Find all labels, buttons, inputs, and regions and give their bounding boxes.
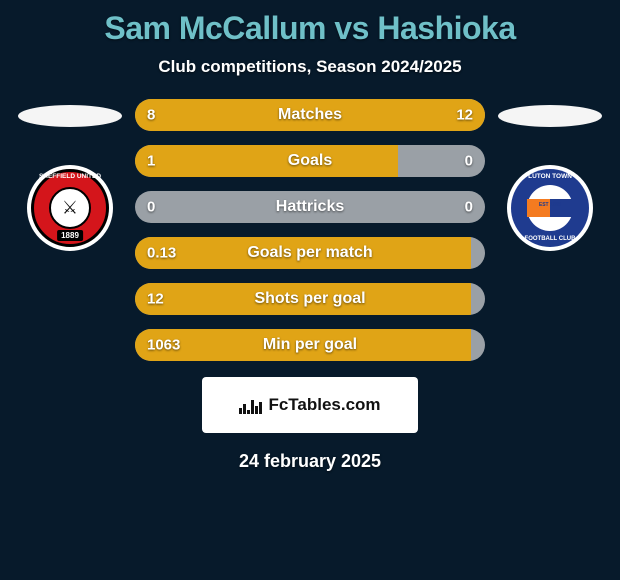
infographic-container: Sam McCallum vs Hashioka Club competitio… — [0, 0, 620, 580]
footer-attribution: FcTables.com — [202, 377, 418, 433]
stat-bar: Shots per goal 12 — [135, 283, 485, 315]
footer-logo-icon — [239, 396, 262, 414]
bar-value-left: 0.13 — [147, 245, 176, 262]
right-team-col: LUTON TOWN FOOTBALL CLUB EST 1885 — [495, 101, 605, 251]
right-flag — [498, 105, 602, 127]
bar-fill-left — [135, 145, 398, 177]
left-team-col: SHEFFIELD UNITED ⚔ 1889 — [15, 101, 125, 251]
bar-label: Matches — [278, 106, 342, 124]
bars-column: Matches 8 12 Goals 1 0 Hattricks 0 0 Goals per ma… — [135, 99, 485, 361]
bar-fill-left — [135, 99, 275, 131]
right-crest-est: EST 1885 — [507, 203, 593, 208]
stat-bar: Goals per match 0.13 — [135, 237, 485, 269]
left-crest: SHEFFIELD UNITED ⚔ 1889 — [27, 165, 113, 251]
bar-value-left: 1 — [147, 153, 155, 170]
page-title: Sam McCallum vs Hashioka — [104, 10, 515, 47]
left-crest-year: 1889 — [57, 230, 83, 241]
stat-bar: Goals 1 0 — [135, 145, 485, 177]
bar-value-left: 0 — [147, 199, 155, 216]
stat-bar: Matches 8 12 — [135, 99, 485, 131]
bar-value-left: 12 — [147, 291, 164, 308]
stat-bar: Min per goal 1063 — [135, 329, 485, 361]
swords-icon: ⚔ — [62, 198, 78, 219]
bar-value-right: 12 — [456, 107, 473, 124]
right-crest-top-text: LUTON TOWN — [507, 174, 593, 181]
footer-text: FcTables.com — [268, 395, 380, 415]
stat-bar: Hattricks 0 0 — [135, 191, 485, 223]
subtitle: Club competitions, Season 2024/2025 — [158, 57, 461, 77]
bar-value-right: 0 — [465, 153, 473, 170]
bar-label: Shots per goal — [254, 290, 365, 308]
bar-label: Goals per match — [247, 244, 372, 262]
left-flag — [18, 105, 122, 127]
bar-value-right: 0 — [465, 199, 473, 216]
right-crest-bottom-text: FOOTBALL CLUB — [507, 236, 593, 242]
bar-label: Goals — [288, 152, 332, 170]
bar-value-left: 8 — [147, 107, 155, 124]
bar-value-left: 1063 — [147, 337, 180, 354]
date-label: 24 february 2025 — [239, 451, 381, 472]
bar-label: Min per goal — [263, 336, 357, 354]
right-crest: LUTON TOWN FOOTBALL CLUB EST 1885 — [507, 165, 593, 251]
left-crest-top-text: SHEFFIELD UNITED — [27, 174, 113, 181]
bar-label: Hattricks — [276, 198, 344, 216]
main-row: SHEFFIELD UNITED ⚔ 1889 Matches 8 12 Goals 1… — [8, 101, 612, 361]
